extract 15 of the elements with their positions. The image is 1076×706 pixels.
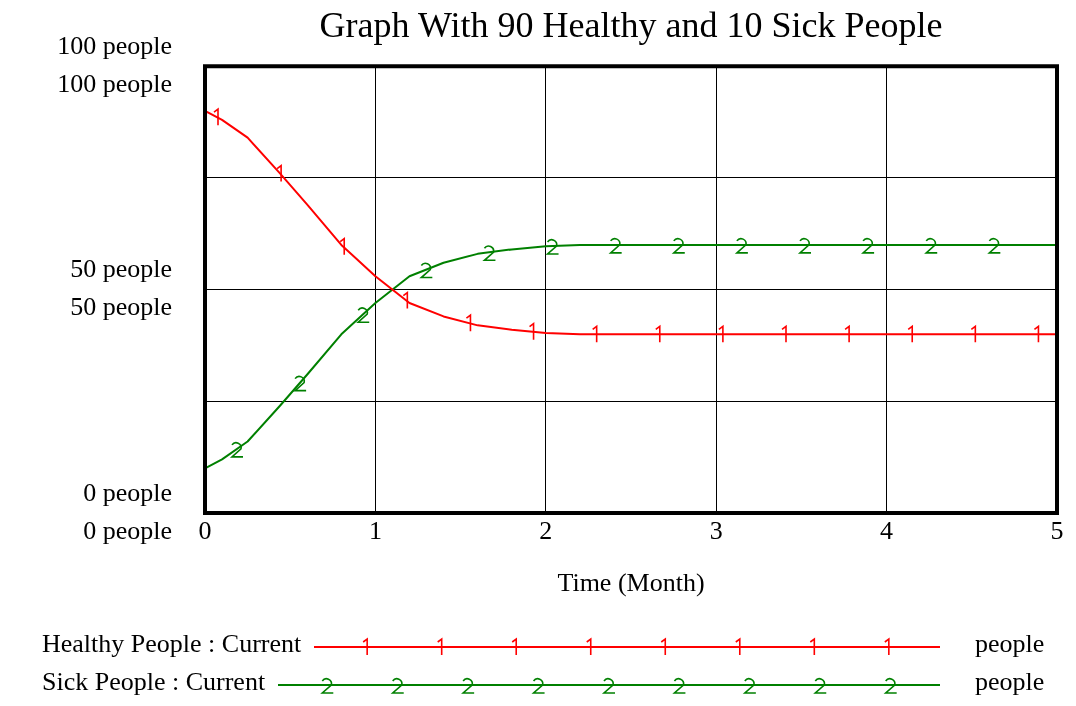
x-tick-label: 2 [539, 516, 553, 546]
legend-label: Healthy People : Current [42, 629, 302, 659]
x-tick-label: 3 [709, 516, 723, 546]
text: people [975, 629, 1045, 659]
x-tick-label: 1 [368, 516, 382, 546]
legend-label: Sick People : Current [42, 667, 266, 697]
x-tick-label: 4 [880, 516, 894, 546]
chart-title: Graph With 90 Healthy and 10 Sick People [319, 5, 943, 46]
x-tick-label: 5 [1050, 516, 1064, 546]
text: people [975, 667, 1045, 697]
y-tick-label: 0 people [83, 515, 172, 545]
x-tick-label: 0 [198, 516, 212, 546]
x-axis-title: Time (Month) [557, 568, 705, 598]
y-tick-label: 50 people [70, 292, 172, 322]
y-tick-label: 100 people [57, 69, 172, 99]
